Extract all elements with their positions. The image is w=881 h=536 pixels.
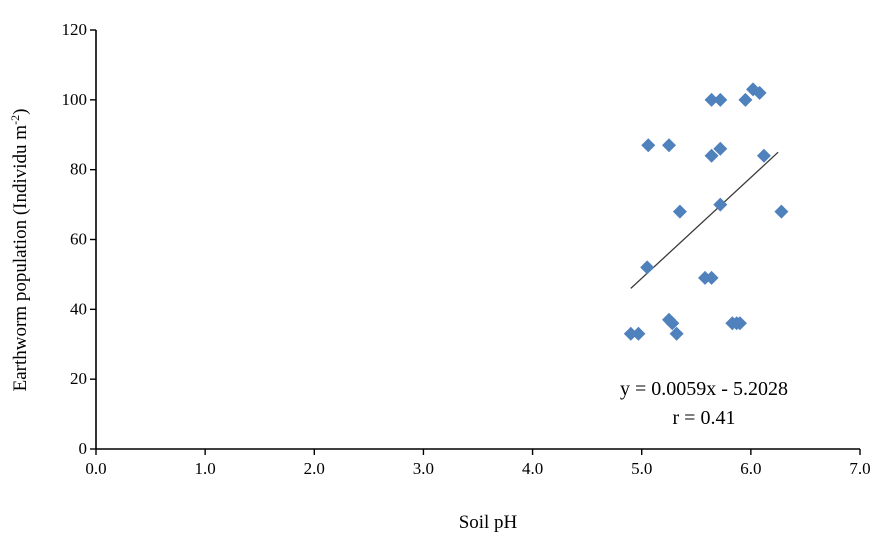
data-point-diamond — [669, 326, 684, 341]
y-axis-ticks: 0 20 40 60 80 100 120 — [62, 20, 96, 458]
data-point-diamond — [756, 148, 771, 163]
y-tick-label: 40 — [70, 299, 87, 318]
x-axis-ticks: 0.0 1.0 2.0 3.0 4.0 5.0 6.0 7.0 — [85, 449, 871, 478]
data-point-diamond — [774, 204, 789, 219]
correlation-coefficient: r = 0.41 — [673, 407, 736, 429]
y-tick-label: 20 — [70, 369, 87, 388]
x-tick-label: 7.0 — [849, 459, 870, 478]
y-tick-label: 0 — [79, 439, 88, 458]
x-tick-label: 0.0 — [85, 459, 106, 478]
x-axis-title: Soil pH — [459, 512, 518, 533]
data-point-diamond — [704, 148, 719, 163]
data-point-diamond — [713, 141, 728, 156]
x-tick-label: 6.0 — [740, 459, 761, 478]
data-point-diamond — [631, 326, 646, 341]
x-tick-label: 5.0 — [631, 459, 652, 478]
data-point-diamond — [713, 197, 728, 212]
y-tick-label: 100 — [62, 90, 88, 109]
x-tick-label: 4.0 — [522, 459, 543, 478]
regression-equation: y = 0.0059x - 5.2028 — [620, 378, 788, 400]
y-axis-title: Earthworm population (Individu m-2) — [8, 109, 31, 392]
y-axis-title-main: Earthworm population (Individu m — [10, 125, 31, 392]
y-tick-label: 80 — [70, 160, 87, 179]
x-tick-label: 1.0 — [195, 459, 216, 478]
data-point-diamond — [672, 204, 687, 219]
y-axis-title-close: ) — [10, 109, 31, 115]
data-point-diamond — [704, 92, 719, 107]
y-tick-label: 120 — [62, 20, 88, 39]
data-points — [623, 82, 789, 341]
data-point-diamond — [662, 138, 676, 153]
data-point-diamond — [665, 316, 680, 331]
y-axis-title-superscript: -2 — [8, 115, 22, 125]
x-tick-label: 2.0 — [304, 459, 325, 478]
data-point-diamond — [732, 316, 747, 331]
data-point-diamond — [640, 260, 655, 275]
x-tick-label: 3.0 — [413, 459, 434, 478]
data-point-diamond — [713, 92, 728, 107]
trendline — [630, 151, 779, 289]
data-point-diamond — [704, 270, 719, 285]
data-point-diamond — [623, 326, 638, 341]
data-point-diamond — [752, 85, 767, 100]
data-point-diamond — [641, 138, 656, 153]
y-tick-label: 60 — [70, 230, 87, 249]
data-point-diamond — [738, 92, 753, 107]
